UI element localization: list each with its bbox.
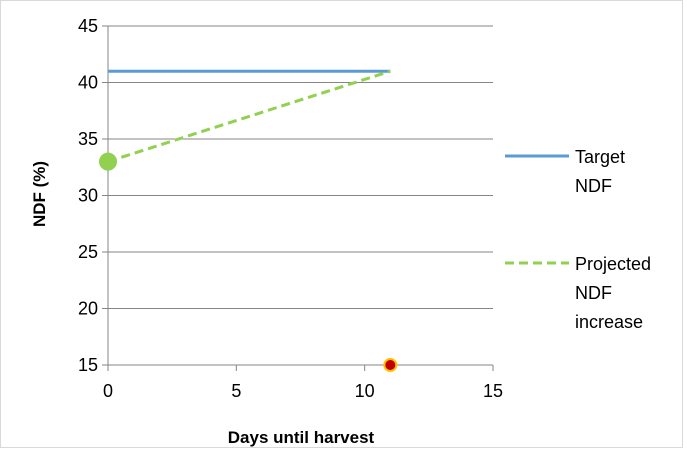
- legend-label: increase: [575, 312, 643, 332]
- x-tick-label: 15: [483, 381, 503, 401]
- y-axis-title: NDF (%): [30, 161, 49, 227]
- y-tick-label: 20: [78, 299, 98, 319]
- data-point-marker: [383, 358, 398, 372]
- x-tick-label: 0: [103, 381, 113, 401]
- y-tick-label: 35: [78, 129, 98, 149]
- axes: [102, 25, 494, 371]
- data-point-marker: [99, 152, 117, 171]
- legend-label: Target: [575, 147, 625, 167]
- legend-label: NDF: [575, 176, 612, 196]
- y-tick-label: 45: [78, 16, 98, 36]
- legend: Target NDF Projected NDF increase: [505, 147, 651, 332]
- y-tick-label: 30: [78, 186, 98, 206]
- y-tick-label: 25: [78, 242, 98, 262]
- x-tick-label: 5: [231, 381, 241, 401]
- gridlines: [108, 25, 493, 309]
- y-tick-label: 40: [78, 73, 98, 93]
- series-line-projected-ndf: [107, 69, 391, 164]
- tick-labels: 15 20 25 30 35 40 45 0 5 10 15: [78, 16, 503, 401]
- legend-label: NDF: [575, 283, 612, 303]
- y-tick-label: 15: [78, 355, 98, 375]
- series: [107, 69, 391, 164]
- x-axis-title: Days until harvest: [228, 428, 375, 447]
- legend-label: Projected: [575, 254, 651, 274]
- markers: [99, 152, 398, 372]
- x-tick-label: 10: [355, 381, 375, 401]
